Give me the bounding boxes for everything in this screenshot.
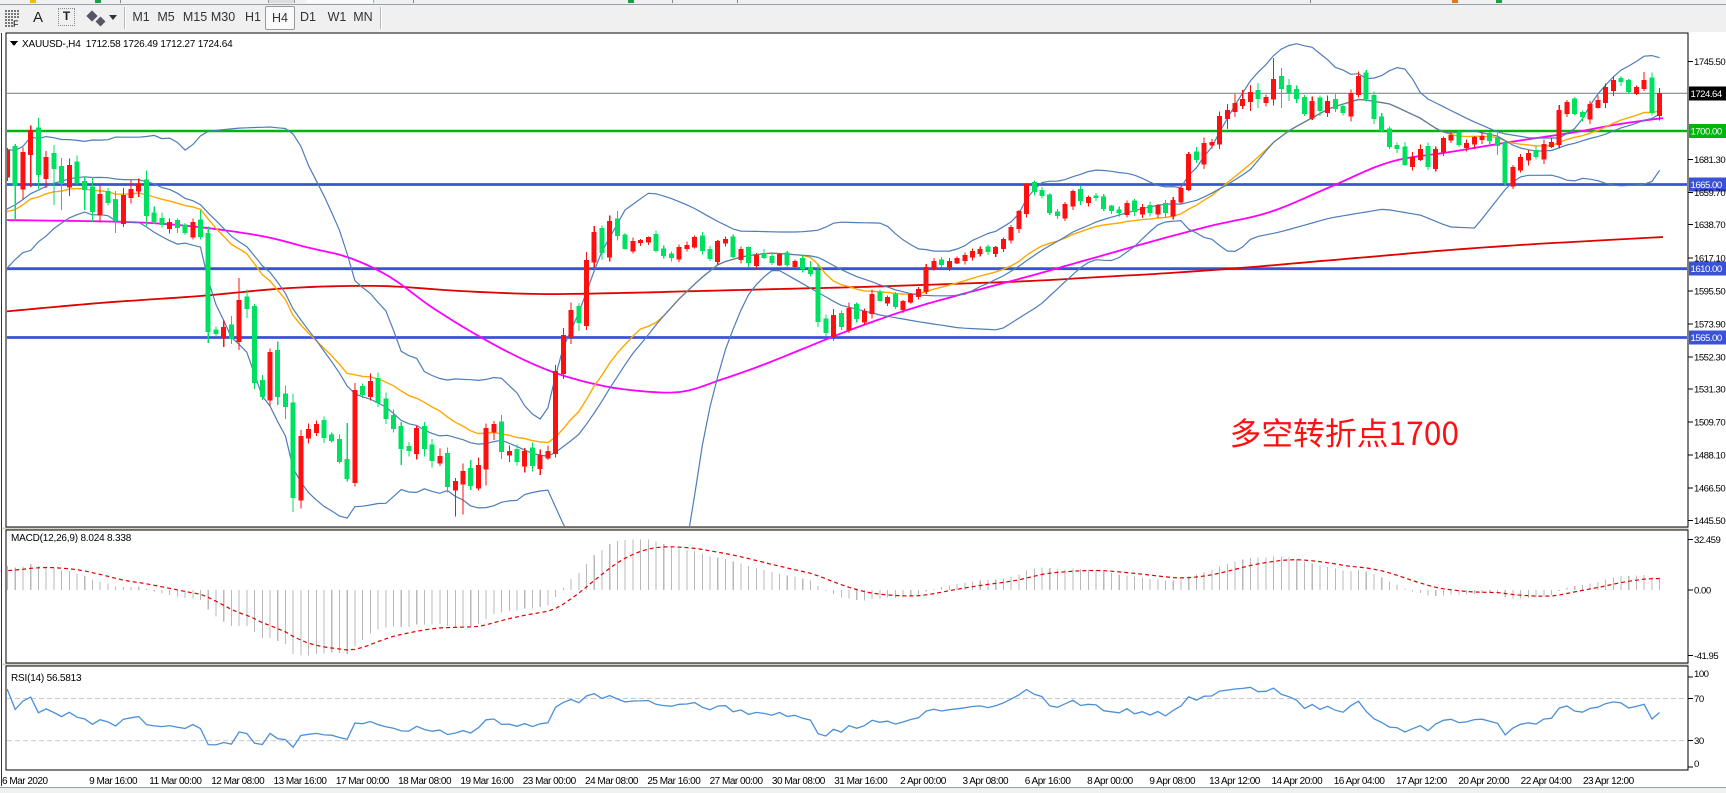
svg-text:MACD(12,26,9) 8.024 8.338: MACD(12,26,9) 8.024 8.338 bbox=[11, 533, 132, 544]
svg-text:-41.95: -41.95 bbox=[1694, 651, 1718, 662]
svg-text:13 Apr 12:00: 13 Apr 12:00 bbox=[1209, 776, 1261, 787]
svg-text:1617.10: 1617.10 bbox=[1694, 253, 1725, 264]
svg-text:13 Mar 16:00: 13 Mar 16:00 bbox=[274, 776, 328, 787]
svg-text:12 Mar 08:00: 12 Mar 08:00 bbox=[211, 776, 265, 787]
svg-text:1659.70: 1659.70 bbox=[1694, 188, 1725, 199]
svg-text:6 Mar 2020: 6 Mar 2020 bbox=[2, 776, 49, 787]
svg-text:1610.00: 1610.00 bbox=[1691, 264, 1722, 275]
svg-text:17 Apr 12:00: 17 Apr 12:00 bbox=[1396, 776, 1448, 787]
svg-text:27 Mar 00:00: 27 Mar 00:00 bbox=[710, 776, 764, 787]
svg-text:0: 0 bbox=[1694, 759, 1699, 770]
svg-text:70: 70 bbox=[1694, 694, 1704, 705]
svg-text:30 Mar 08:00: 30 Mar 08:00 bbox=[772, 776, 826, 787]
svg-text:1565.00: 1565.00 bbox=[1691, 333, 1722, 344]
svg-text:1638.70: 1638.70 bbox=[1694, 220, 1725, 231]
svg-text:14 Apr 20:00: 14 Apr 20:00 bbox=[1271, 776, 1323, 787]
svg-text:1681.30: 1681.30 bbox=[1694, 155, 1725, 166]
svg-text:1665.00: 1665.00 bbox=[1691, 180, 1722, 191]
svg-text:1509.70: 1509.70 bbox=[1694, 418, 1725, 429]
svg-text:31 Mar 16:00: 31 Mar 16:00 bbox=[834, 776, 888, 787]
svg-text:32.459: 32.459 bbox=[1694, 535, 1721, 546]
svg-text:2 Apr 00:00: 2 Apr 00:00 bbox=[900, 776, 947, 787]
svg-text:22 Apr 04:00: 22 Apr 04:00 bbox=[1521, 776, 1573, 787]
svg-text:9 Apr 08:00: 9 Apr 08:00 bbox=[1149, 776, 1196, 787]
svg-text:0.00: 0.00 bbox=[1694, 586, 1711, 597]
svg-text:18 Mar 08:00: 18 Mar 08:00 bbox=[398, 776, 452, 787]
svg-text:1595.50: 1595.50 bbox=[1694, 286, 1725, 297]
svg-text:23 Mar 00:00: 23 Mar 00:00 bbox=[523, 776, 577, 787]
svg-text:RSI(14) 56.5813: RSI(14) 56.5813 bbox=[11, 673, 82, 684]
svg-text:16 Apr 04:00: 16 Apr 04:00 bbox=[1334, 776, 1386, 787]
svg-text:19 Mar 16:00: 19 Mar 16:00 bbox=[460, 776, 514, 787]
svg-text:1700.00: 1700.00 bbox=[1691, 126, 1722, 137]
svg-text:XAUUSD-,H4 1712.58 1726.49 17: XAUUSD-,H4 1712.58 1726.49 1712.27 1724.… bbox=[22, 39, 233, 50]
svg-text:30: 30 bbox=[1694, 736, 1704, 747]
svg-text:1445.50: 1445.50 bbox=[1694, 516, 1725, 527]
svg-text:1466.50: 1466.50 bbox=[1694, 484, 1725, 495]
svg-text:25 Mar 16:00: 25 Mar 16:00 bbox=[647, 776, 701, 787]
svg-text:23 Apr 12:00: 23 Apr 12:00 bbox=[1583, 776, 1635, 787]
svg-text:1724.64: 1724.64 bbox=[1691, 89, 1723, 100]
svg-text:1531.30: 1531.30 bbox=[1694, 385, 1725, 396]
svg-text:6 Apr 16:00: 6 Apr 16:00 bbox=[1025, 776, 1072, 787]
svg-text:3 Apr 08:00: 3 Apr 08:00 bbox=[962, 776, 1009, 787]
svg-text:24 Mar 08:00: 24 Mar 08:00 bbox=[585, 776, 639, 787]
svg-text:20 Apr 20:00: 20 Apr 20:00 bbox=[1458, 776, 1510, 787]
svg-text:17 Mar 00:00: 17 Mar 00:00 bbox=[336, 776, 390, 787]
svg-text:11 Mar 00:00: 11 Mar 00:00 bbox=[149, 776, 202, 787]
svg-text:1573.90: 1573.90 bbox=[1694, 319, 1725, 330]
svg-text:9 Mar 16:00: 9 Mar 16:00 bbox=[89, 776, 138, 787]
svg-text:100: 100 bbox=[1694, 669, 1709, 680]
svg-text:8 Apr 00:00: 8 Apr 00:00 bbox=[1087, 776, 1134, 787]
svg-text:1745.50: 1745.50 bbox=[1694, 57, 1725, 68]
svg-text:1488.10: 1488.10 bbox=[1694, 451, 1725, 462]
svg-text:1552.30: 1552.30 bbox=[1694, 352, 1725, 363]
